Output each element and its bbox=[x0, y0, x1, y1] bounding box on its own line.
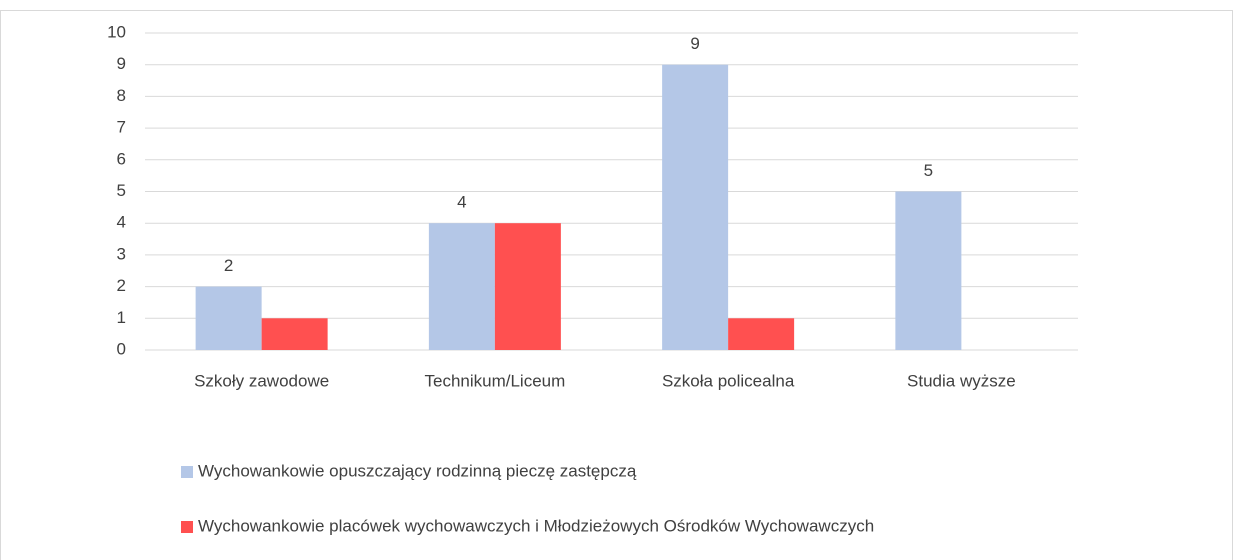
y-tick-label: 1 bbox=[117, 308, 126, 327]
y-tick-label: 0 bbox=[117, 339, 126, 358]
x-tick-label: Technikum/Liceum bbox=[424, 371, 565, 390]
bar bbox=[195, 286, 262, 350]
data-label: 5 bbox=[924, 161, 933, 180]
y-tick-label: 9 bbox=[117, 54, 126, 73]
y-tick-label: 4 bbox=[117, 213, 126, 232]
bar bbox=[895, 191, 962, 350]
legend-label: Wychowankowie placówek wychowawczych i M… bbox=[198, 516, 874, 535]
y-tick-label: 5 bbox=[117, 181, 126, 200]
y-tick-label: 2 bbox=[117, 276, 126, 295]
y-tick-label: 7 bbox=[117, 118, 126, 137]
y-tick-label: 3 bbox=[117, 244, 126, 263]
chart-border bbox=[0, 10, 1233, 560]
legend-swatch bbox=[181, 521, 193, 533]
y-tick-label: 6 bbox=[117, 149, 126, 168]
x-tick-label: Szkoła policealna bbox=[662, 371, 795, 390]
y-tick-label: 10 bbox=[107, 22, 126, 41]
x-tick-label: Szkoły zawodowe bbox=[194, 371, 329, 390]
bar bbox=[428, 223, 495, 350]
legend-swatch bbox=[181, 466, 193, 478]
bar bbox=[261, 318, 328, 350]
data-label: 9 bbox=[690, 34, 699, 53]
legend-label: Wychowankowie opuszczający rodzinną piec… bbox=[198, 461, 637, 480]
bar bbox=[662, 64, 729, 350]
data-label: 4 bbox=[457, 193, 466, 212]
data-label: 2 bbox=[224, 256, 233, 275]
x-tick-label: Studia wyższe bbox=[907, 371, 1016, 390]
bar bbox=[728, 318, 795, 350]
y-tick-label: 8 bbox=[117, 86, 126, 105]
bar bbox=[494, 223, 561, 350]
